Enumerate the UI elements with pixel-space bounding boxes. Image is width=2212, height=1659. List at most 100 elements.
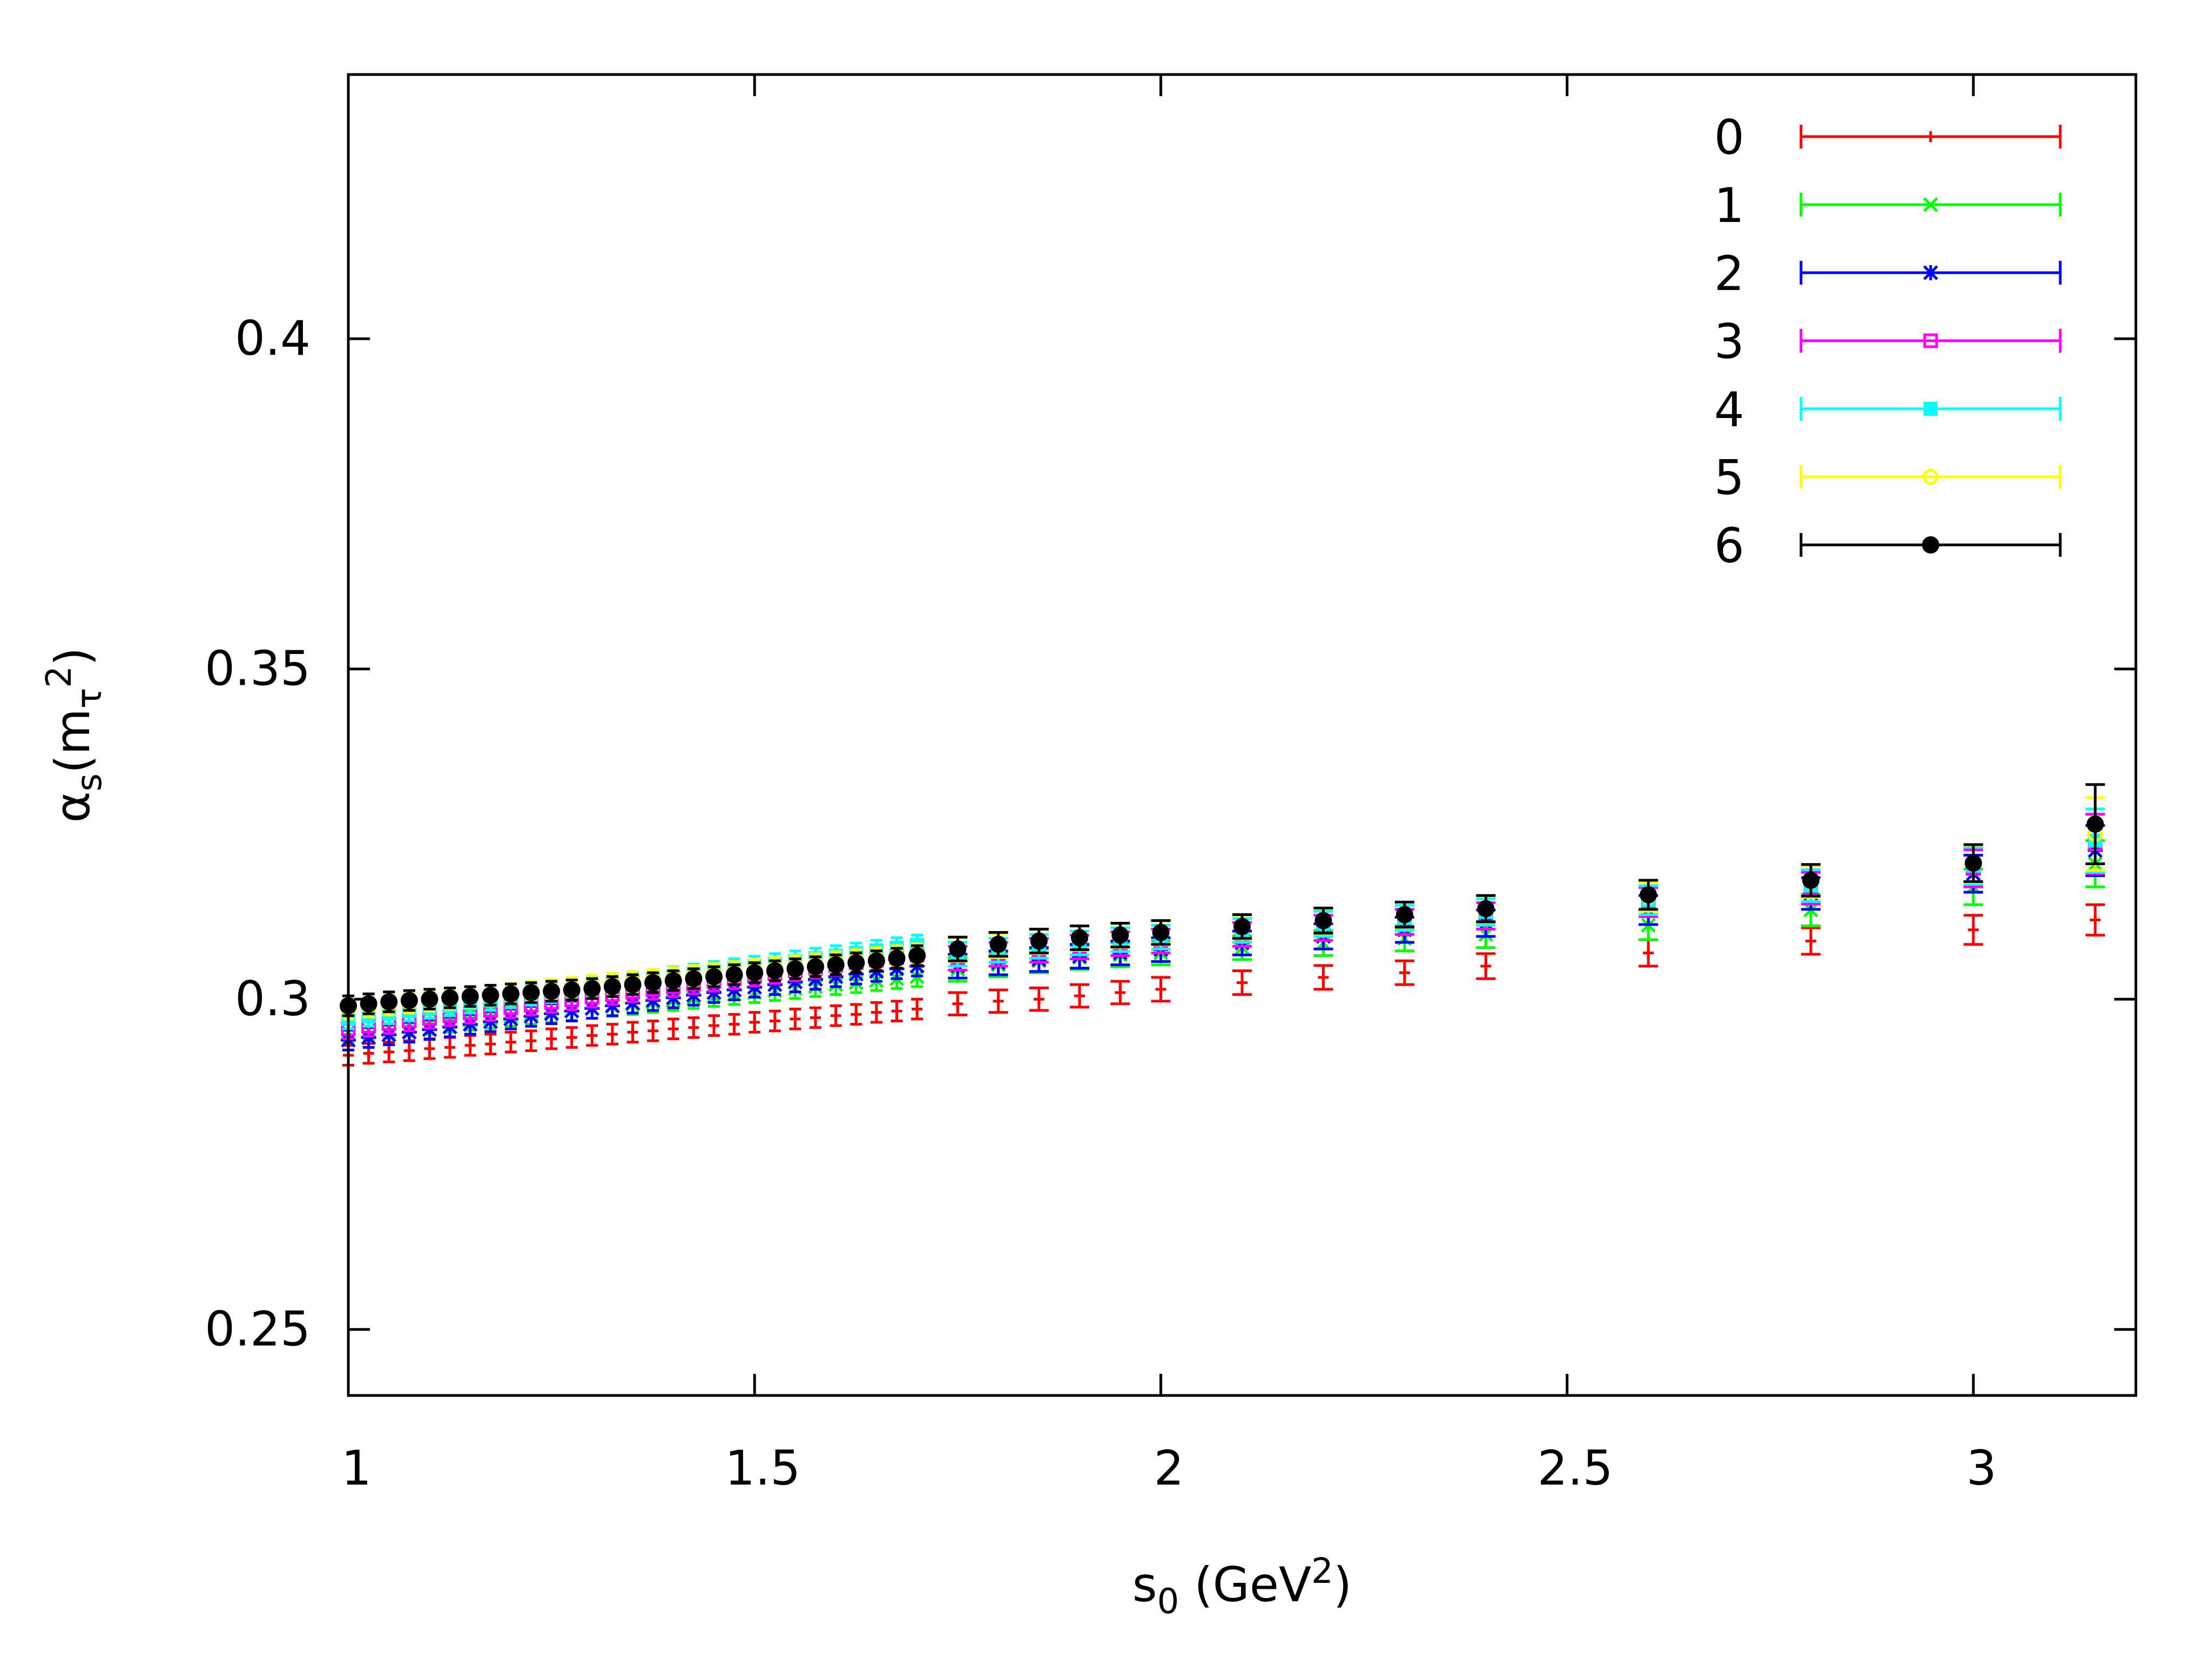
data-point (502, 985, 520, 1003)
series-layer (340, 783, 2105, 1067)
data-point (482, 986, 500, 1004)
legend-entry-5: 5 (1714, 450, 2062, 505)
data-point (1643, 947, 1654, 959)
data-point (705, 968, 723, 986)
data-point (400, 992, 418, 1009)
data-point (667, 1023, 679, 1035)
data-point (1477, 900, 1495, 918)
legend-label: 2 (1714, 246, 1744, 301)
data-point (1395, 906, 1413, 923)
data-point (1152, 923, 1170, 941)
data-point (627, 1027, 638, 1038)
legend-entry-3: 3 (1714, 314, 2062, 369)
data-point (485, 1038, 496, 1050)
data-point (949, 940, 967, 958)
data-point (810, 1012, 821, 1023)
x-tick-label: 2.5 (1537, 1440, 1613, 1496)
data-point (1968, 924, 1979, 935)
data-point (1399, 967, 1410, 979)
y-axis-label-sup: 2 (39, 666, 79, 688)
data-point (603, 977, 621, 995)
data-point (606, 1029, 618, 1040)
x-axis-label: s0 (GeV2) (1132, 1552, 1352, 1622)
legend-marker (1923, 265, 1938, 280)
legend-entry-2: 2 (1714, 246, 2062, 301)
legend-label: 4 (1714, 382, 1744, 437)
legend-marker (1925, 131, 1936, 142)
data-point (383, 1047, 395, 1058)
data-point (2086, 815, 2104, 833)
data-point (424, 1043, 435, 1054)
y-axis-label-close: ) (45, 647, 100, 665)
data-point (566, 1032, 577, 1043)
y-tick-label: 0.35 (205, 641, 311, 697)
legend-marker (1922, 536, 1939, 554)
data-point (688, 1022, 699, 1033)
data-point (769, 1015, 780, 1027)
x-axis-label-base: s (1132, 1557, 1157, 1613)
data-point (1233, 918, 1251, 935)
data-point (908, 947, 926, 965)
x-tick-label: 3 (1966, 1440, 1997, 1496)
data-point (648, 1025, 659, 1036)
data-point (1115, 987, 1126, 998)
legend: 0 1 2 3 4 5 6 (1714, 110, 2062, 574)
y-axis-label-base: α (45, 791, 100, 822)
series-6 (340, 783, 2105, 1017)
data-point (888, 949, 906, 967)
data-point (1640, 886, 1657, 903)
data-point (807, 958, 825, 976)
y-tick-label: 0.3 (235, 971, 311, 1027)
data-point (725, 966, 743, 983)
data-point (891, 1006, 902, 1017)
data-point (1318, 972, 1329, 983)
data-point (461, 988, 479, 1006)
legend-marker (1923, 197, 1938, 212)
legend-entry-1: 1 (1714, 178, 2062, 233)
x-axis-label-sub: 0 (1157, 1582, 1179, 1622)
y-axis-label-sub2: τ (70, 688, 110, 709)
x-tick-label: 1.5 (725, 1440, 800, 1496)
legend-entry-6: 6 (1714, 518, 2062, 574)
legend-label: 1 (1714, 178, 1744, 233)
legend-label: 0 (1714, 110, 1744, 165)
legend-marker (1923, 469, 1939, 485)
x-axis-label-close: ) (1333, 1557, 1352, 1613)
y-tick-label: 0.4 (235, 311, 311, 366)
y-axis-label-open: (m (45, 709, 100, 773)
x-axis-label-sup: 2 (1311, 1552, 1333, 1591)
data-point (1071, 929, 1089, 947)
data-point (644, 974, 662, 992)
data-point (360, 995, 377, 1013)
data-point (766, 962, 784, 980)
data-point (1805, 935, 1817, 947)
data-point (1480, 961, 1492, 972)
legend-marker (1924, 402, 1938, 416)
data-point (827, 956, 845, 974)
data-point (746, 964, 764, 982)
data-point (1074, 990, 1085, 1002)
data-point (1237, 977, 1247, 988)
data-point (851, 1009, 862, 1020)
data-point (786, 960, 804, 977)
data-point (380, 993, 398, 1011)
data-point (709, 1020, 720, 1031)
data-point (830, 1010, 841, 1021)
data-point (525, 1035, 537, 1047)
data-point (441, 989, 459, 1007)
y-axis-label: αs(mτ2) (39, 647, 110, 822)
y-tick-label: 0.25 (205, 1301, 311, 1357)
data-point (912, 1003, 923, 1015)
x-tick-label: 2 (1154, 1440, 1184, 1496)
data-point (993, 995, 1004, 1007)
data-point (563, 981, 581, 999)
x-axis-ticks: 1 1.5 2 2.5 3 (341, 75, 1997, 1496)
data-point (867, 952, 885, 970)
data-point (685, 970, 703, 988)
data-point (403, 1045, 415, 1056)
y-axis-ticks: 0.25 0.3 0.35 0.4 (205, 311, 2136, 1357)
data-point (624, 976, 642, 994)
data-point (952, 998, 963, 1009)
